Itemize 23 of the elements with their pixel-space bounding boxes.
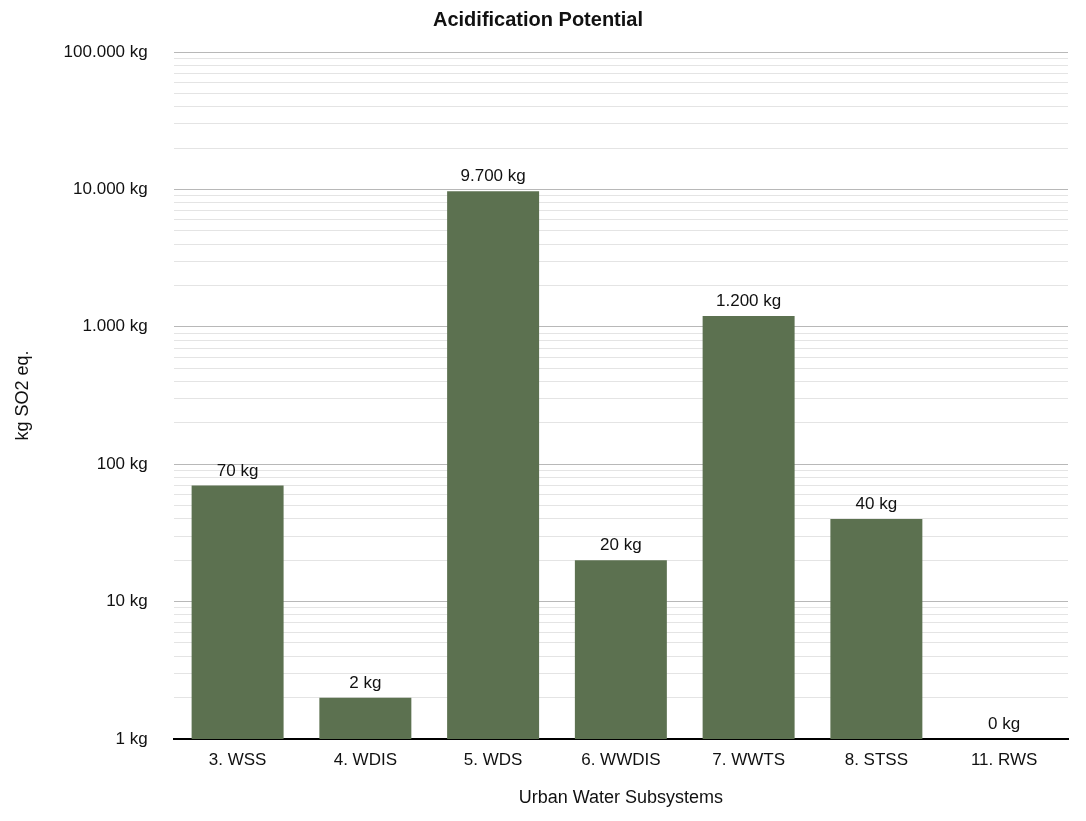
y-tick-label: 100.000 kg: [63, 41, 148, 61]
x-tick-label: 3. WSS: [208, 749, 267, 769]
data-label: 40 kg: [855, 494, 898, 514]
y-tick-label: 100 kg: [96, 453, 148, 473]
text: 0 kg: [988, 714, 1021, 734]
data-label: 70 kg: [216, 460, 259, 480]
x-tick-label: 11. RWS: [970, 749, 1038, 769]
data-label: 1.200 kg: [716, 291, 782, 311]
y-tick-label: 1.000 kg: [82, 316, 148, 336]
x-tick-label: 4. WDIS: [333, 749, 398, 769]
x-tick-label: 8. STSS: [844, 749, 909, 769]
x-tick-label: 7. WWTS: [712, 749, 785, 769]
x-tick-label: 5. WDS: [463, 749, 523, 769]
data-label: 20 kg: [600, 535, 642, 555]
data-label: 9.700 kg: [460, 166, 526, 186]
data-label: 2 kg: [349, 672, 382, 692]
chart-title: Acidification Potential: [432, 7, 644, 30]
y-tick-label: 1 kg: [115, 728, 148, 748]
x-axis-title: Urban Water Subsystems: [518, 787, 724, 808]
x-tick-label: 6. WWDIS: [581, 749, 661, 769]
y-axis-title: kg SO2 eq.: [11, 350, 32, 441]
y-tick-label: 10.000 kg: [73, 179, 148, 199]
y-tick-label: 10 kg: [106, 591, 148, 611]
